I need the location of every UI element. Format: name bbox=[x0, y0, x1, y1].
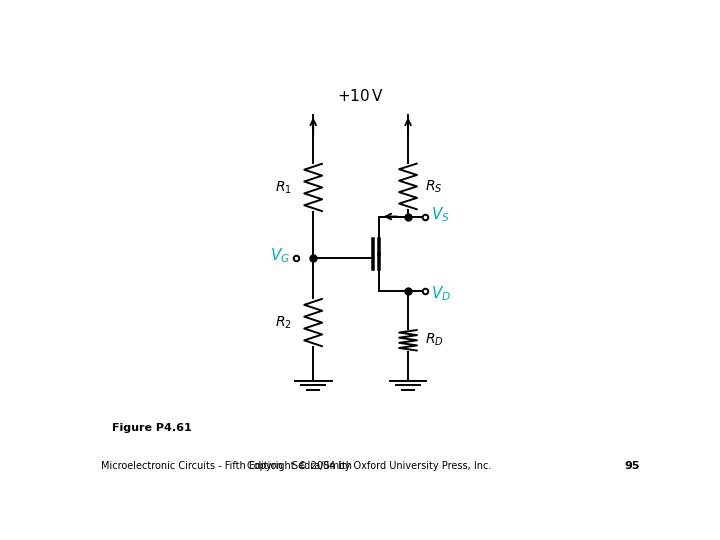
Text: Figure P4.61: Figure P4.61 bbox=[112, 423, 192, 433]
Text: $V_S$: $V_S$ bbox=[431, 205, 450, 224]
Text: Microelectronic Circuits - Fifth Edition   Sedra/Smith: Microelectronic Circuits - Fifth Edition… bbox=[101, 462, 352, 471]
Text: $+10\,\mathrm{V}$: $+10\,\mathrm{V}$ bbox=[337, 89, 384, 104]
Text: $R_2$: $R_2$ bbox=[275, 314, 292, 331]
Text: $R_1$: $R_1$ bbox=[275, 179, 292, 195]
Text: Copyright © 2004 by Oxford University Press, Inc.: Copyright © 2004 by Oxford University Pr… bbox=[247, 462, 491, 471]
Text: $R_D$: $R_D$ bbox=[425, 332, 444, 348]
Text: $V_D$: $V_D$ bbox=[431, 284, 451, 303]
Text: $R_S$: $R_S$ bbox=[425, 178, 442, 194]
Text: $V_G$: $V_G$ bbox=[269, 247, 289, 266]
Text: 95: 95 bbox=[624, 462, 639, 471]
